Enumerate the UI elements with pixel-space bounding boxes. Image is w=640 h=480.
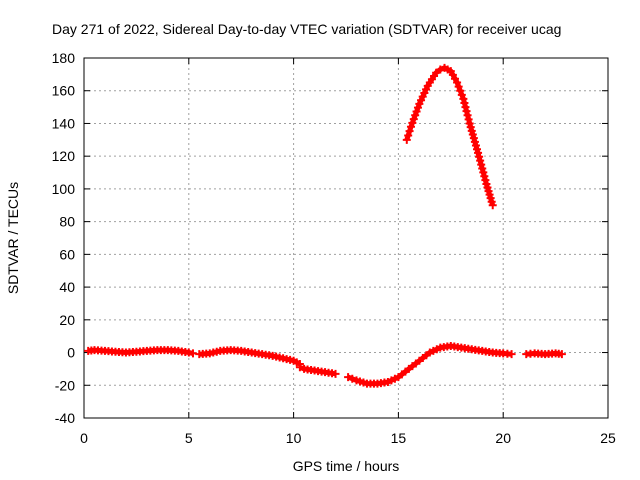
x-tick-label: 10 xyxy=(286,430,302,446)
y-tick-label: 60 xyxy=(59,246,75,262)
data-point xyxy=(344,373,353,382)
series-line xyxy=(404,65,496,207)
series-2 xyxy=(195,346,304,368)
data-point xyxy=(412,107,421,116)
data-point xyxy=(480,172,489,181)
data-point xyxy=(456,86,465,95)
data-point xyxy=(488,201,497,210)
y-tick-label: 80 xyxy=(59,214,75,230)
data-point xyxy=(479,168,488,177)
data-point xyxy=(467,126,476,135)
y-axis-label: SDTVAR / TECUs xyxy=(5,182,21,294)
series-5 xyxy=(402,63,497,210)
y-tick-label: 140 xyxy=(52,115,76,131)
x-tick-label: 25 xyxy=(600,430,616,446)
x-tick-label: 20 xyxy=(495,430,511,446)
series-4 xyxy=(344,342,516,388)
x-axis-label: GPS time / hours xyxy=(293,458,400,474)
y-tick-label: -20 xyxy=(55,377,75,393)
data-point xyxy=(436,65,445,74)
data-point xyxy=(557,350,566,359)
data-point xyxy=(295,363,304,372)
data-point xyxy=(476,156,485,165)
data-point xyxy=(404,131,413,140)
data-point xyxy=(461,103,470,112)
x-tick-label: 15 xyxy=(391,430,407,446)
data-points xyxy=(84,63,566,388)
data-point xyxy=(459,94,468,103)
data-point xyxy=(462,107,471,116)
data-point xyxy=(402,135,411,144)
y-tick-label: 0 xyxy=(67,345,75,361)
y-tick-label: 120 xyxy=(52,148,76,164)
axis-ticks: 0 5 10 15 20 25 -40 -20 0 20 40 60 80 100 120 140 160 180 xyxy=(52,50,616,446)
series-6 xyxy=(522,349,566,359)
chart-title: Day 271 of 2022, Sidereal Day-to-day VTE… xyxy=(52,21,561,37)
data-point xyxy=(454,82,463,91)
data-point xyxy=(348,374,357,383)
data-point xyxy=(464,115,473,124)
data-point xyxy=(409,115,418,124)
data-point xyxy=(408,118,417,127)
data-point xyxy=(481,176,490,185)
data-point xyxy=(405,127,414,136)
data-point xyxy=(406,122,415,131)
data-point xyxy=(453,78,462,87)
data-point xyxy=(471,141,480,150)
series-3 xyxy=(295,363,340,378)
data-point xyxy=(477,160,486,169)
data-point xyxy=(470,137,479,146)
data-point xyxy=(463,111,472,120)
x-tick-label: 5 xyxy=(185,430,193,446)
y-tick-label: 160 xyxy=(52,83,76,99)
data-point xyxy=(432,68,441,77)
plot-frame xyxy=(83,57,609,419)
data-point xyxy=(469,134,478,143)
data-point xyxy=(474,148,483,157)
data-point xyxy=(460,99,469,107)
data-point xyxy=(465,119,474,128)
x-tick-label: 0 xyxy=(80,430,88,446)
grid-lines xyxy=(84,58,608,418)
y-tick-label: 40 xyxy=(59,279,75,295)
data-point xyxy=(468,130,477,139)
data-point xyxy=(466,123,475,132)
series-1 xyxy=(84,346,197,358)
y-tick-label: 100 xyxy=(52,181,76,197)
data-point xyxy=(473,145,481,154)
data-point xyxy=(478,164,487,173)
y-tick-label: 180 xyxy=(52,50,76,66)
data-point xyxy=(457,90,466,99)
y-tick-label: 20 xyxy=(59,312,75,328)
data-point xyxy=(411,111,420,120)
data-point xyxy=(413,103,422,112)
y-tick-label: -40 xyxy=(55,410,75,426)
data-point xyxy=(507,350,516,359)
data-point xyxy=(475,152,484,161)
data-point xyxy=(331,369,340,378)
